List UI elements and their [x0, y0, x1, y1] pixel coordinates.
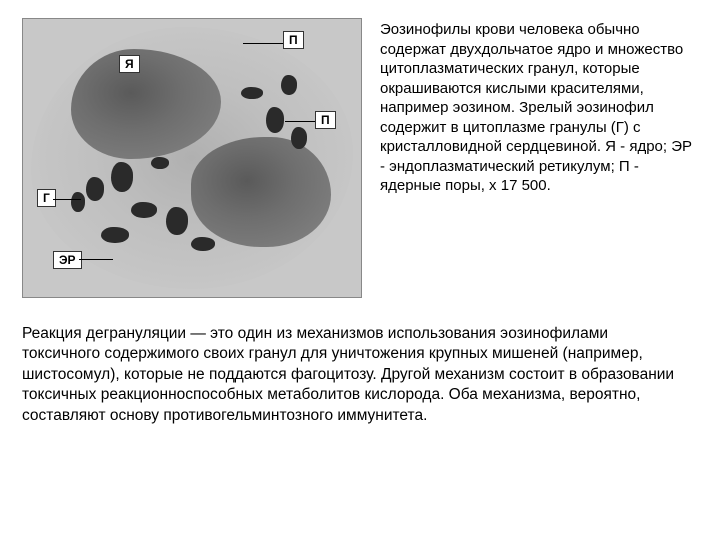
figure-caption: Эозинофилы крови человека обычно содержа… — [380, 18, 692, 298]
granule — [266, 107, 284, 133]
granule — [131, 202, 157, 218]
leader-line — [53, 199, 81, 200]
label-pore-1: П — [283, 31, 304, 49]
granule — [191, 237, 215, 251]
body-paragraph: Реакция дегрануляции — это один из механ… — [22, 324, 692, 426]
electron-micrograph: Я П П Г ЭР — [22, 18, 362, 298]
leader-line — [79, 259, 113, 260]
nucleus-lobe-2 — [191, 137, 331, 247]
top-section: Я П П Г ЭР Эозинофилы крови человека обы… — [22, 18, 692, 298]
granule — [281, 75, 297, 95]
granule — [241, 87, 263, 99]
granule — [71, 192, 85, 212]
granule — [166, 207, 188, 235]
label-pore-2: П — [315, 111, 336, 129]
label-er: ЭР — [53, 251, 82, 269]
cell-body — [31, 27, 353, 289]
granule — [86, 177, 104, 201]
label-nucleus: Я — [119, 55, 140, 73]
granule — [291, 127, 307, 149]
granule — [111, 162, 133, 192]
granule — [151, 157, 169, 169]
nucleus-lobe-1 — [71, 49, 221, 159]
granule — [101, 227, 129, 243]
leader-line — [243, 43, 283, 44]
leader-line — [285, 121, 315, 122]
